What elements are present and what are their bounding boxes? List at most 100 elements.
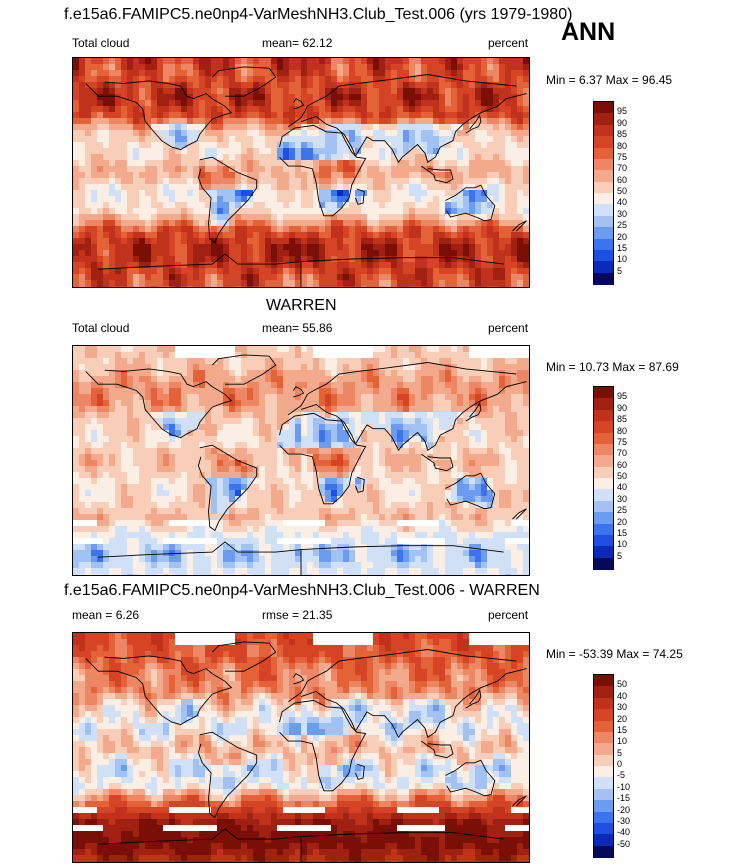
field-cell (85, 214, 92, 221)
field-cell (379, 58, 386, 65)
field-cell (97, 448, 104, 455)
field-cell (175, 346, 182, 353)
field-cell (229, 268, 236, 275)
field-cell (523, 160, 529, 167)
field-cell (97, 388, 104, 395)
field-cell (409, 388, 416, 395)
field-cell (295, 166, 302, 173)
field-cell (349, 70, 356, 77)
field-cell (145, 484, 152, 491)
field-cell (121, 388, 128, 395)
field-cell (379, 178, 386, 185)
field-cell (169, 250, 176, 257)
field-cell (445, 424, 452, 431)
field-cell (475, 172, 482, 179)
field-cell (469, 274, 476, 281)
colorbar-swatch (594, 272, 613, 285)
field-cell (469, 172, 476, 179)
field-cell (427, 106, 434, 113)
field-cell (403, 358, 410, 365)
field-cell (289, 220, 296, 227)
field-cell (199, 214, 206, 221)
field-cell (259, 160, 266, 167)
field-cell (133, 64, 140, 71)
field-cell (433, 196, 440, 203)
field-cell (427, 448, 434, 455)
field-cell (103, 226, 110, 233)
field-cell (391, 478, 398, 485)
field-cell (355, 76, 362, 83)
field-cell (241, 154, 248, 161)
field-cell (295, 190, 302, 197)
field-cell (283, 124, 290, 131)
field-cell (493, 100, 500, 107)
field-cell (415, 376, 422, 383)
field-cell (445, 412, 452, 419)
field-cell (469, 220, 476, 227)
field-cell (427, 196, 434, 203)
field-cell (337, 286, 344, 287)
coastline (197, 156, 258, 244)
field-cell (85, 490, 92, 497)
field-cell (85, 202, 92, 209)
field-cell (259, 214, 266, 221)
field-cell (493, 166, 500, 173)
field-cell (355, 184, 362, 191)
field-cell (73, 112, 80, 119)
field-cell (517, 382, 524, 389)
field-cell (493, 496, 500, 503)
field-cell (121, 418, 128, 425)
field-cell (127, 238, 134, 245)
field-cell (223, 208, 230, 215)
field-cell (175, 244, 182, 251)
field-cell (187, 232, 194, 239)
field-cell (379, 202, 386, 209)
field-cell (415, 424, 422, 431)
field-cell (343, 364, 350, 371)
field-cell (391, 460, 398, 467)
field-cell (325, 178, 332, 185)
field-cell (217, 76, 224, 83)
field-cell (463, 208, 470, 215)
field-cell (211, 58, 218, 65)
field-cell (235, 142, 242, 149)
field-cell (73, 406, 80, 413)
field-cell (379, 94, 386, 101)
field-cell (103, 214, 110, 221)
field-cell (415, 118, 422, 125)
field-cell (433, 148, 440, 155)
field-cell (157, 220, 164, 227)
field-cell (217, 286, 224, 287)
field-cell (427, 148, 434, 155)
field-cell (361, 202, 368, 209)
field-cell (277, 244, 284, 251)
field-cell (409, 100, 416, 107)
field-cell (115, 184, 122, 191)
field-cell (175, 412, 182, 419)
field-cell (397, 82, 404, 89)
field-cell (199, 454, 206, 461)
field-cell (229, 460, 236, 467)
field-cell (235, 160, 242, 167)
field-cell (487, 148, 494, 155)
field-cell (223, 136, 230, 143)
field-cell (433, 358, 440, 365)
field-cell (109, 472, 116, 479)
field-cell (439, 448, 446, 455)
field-cell (265, 82, 272, 89)
field-cell (499, 472, 506, 479)
field-cell (229, 76, 236, 83)
field-cell (157, 70, 164, 77)
field-cell (331, 448, 338, 455)
field-cell (163, 490, 170, 497)
field-cell (181, 382, 188, 389)
field-cell (271, 190, 278, 197)
field-cell (259, 256, 266, 263)
field-cell (265, 388, 272, 395)
field-cell (79, 70, 86, 77)
field-cell (217, 262, 224, 269)
field-cell (115, 418, 122, 425)
field-cell (421, 82, 428, 89)
field-cell (517, 64, 524, 71)
field-cell (73, 484, 80, 491)
